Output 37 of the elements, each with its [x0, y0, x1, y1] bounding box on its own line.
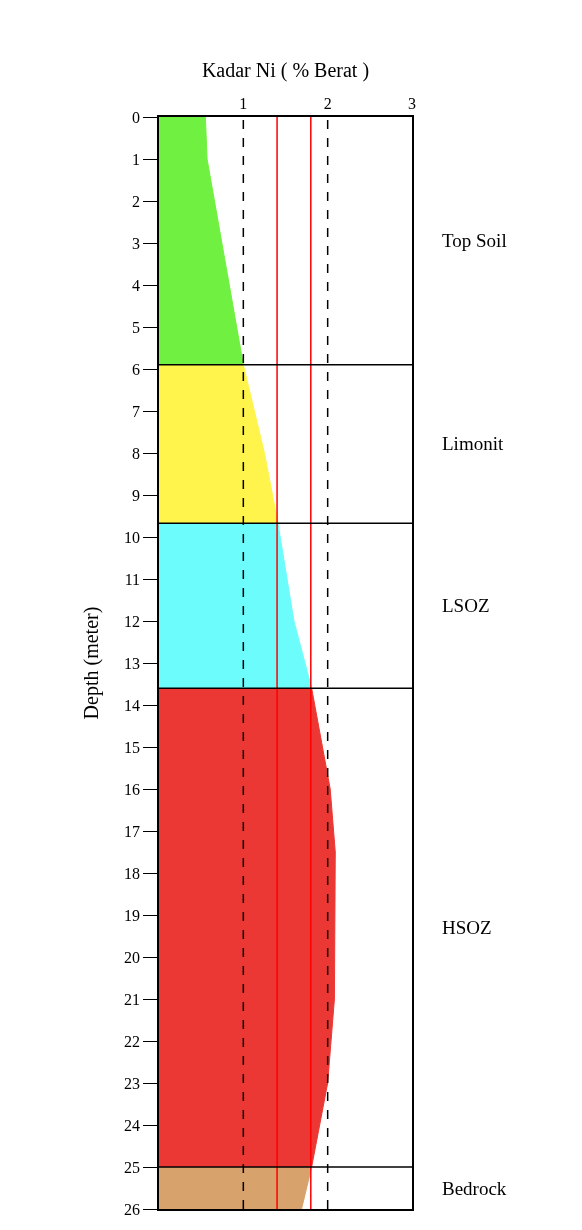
y-tick-label: 5	[132, 318, 141, 336]
text: Bedrock	[442, 1178, 507, 1199]
y-tick-label: 18	[124, 864, 141, 882]
x-tick-label: 1	[239, 94, 248, 112]
y-axis-title: Depth (meter)	[80, 606, 104, 720]
y-tick-label: 4	[132, 276, 141, 294]
text: Top Soil	[442, 230, 507, 251]
y-tick-label: 25	[124, 1158, 141, 1176]
y-tick-label: 19	[124, 906, 141, 924]
y-tick-label: 21	[124, 990, 141, 1008]
x-tick-label: 2	[323, 94, 332, 112]
y-tick-label: 22	[124, 1032, 141, 1050]
y-tick-label: 20	[124, 948, 141, 966]
text: LSOZ	[442, 595, 490, 616]
y-tick-label: 6	[132, 360, 141, 378]
y-tick-label: 2	[132, 192, 141, 210]
y-tick-label: 0	[132, 108, 141, 126]
y-tick-label: 8	[132, 444, 141, 462]
y-tick-label: 26	[124, 1200, 141, 1218]
y-tick-label: 11	[124, 570, 141, 588]
y-tick-label: 12	[124, 612, 141, 630]
y-tick-label: 13	[124, 654, 141, 672]
y-tick-label: 7	[132, 402, 141, 420]
x-axis-title: Kadar Ni ( % Berat )	[201, 58, 370, 82]
y-tick-label: 1	[132, 150, 141, 168]
y-tick-label: 24	[124, 1116, 141, 1134]
y-tick-label: 3	[132, 234, 141, 252]
text: Limonit	[442, 433, 504, 454]
y-tick-label: 17	[124, 822, 141, 840]
y-tick-label: 16	[124, 780, 141, 798]
x-tick-label: 3	[408, 94, 416, 112]
y-tick-label: 9	[132, 486, 141, 504]
y-tick-label: 15	[124, 738, 141, 756]
text: HSOZ	[442, 917, 492, 938]
y-tick-label: 23	[124, 1074, 141, 1092]
y-tick-label: 10	[124, 528, 141, 546]
y-tick-label: 14	[124, 696, 141, 714]
